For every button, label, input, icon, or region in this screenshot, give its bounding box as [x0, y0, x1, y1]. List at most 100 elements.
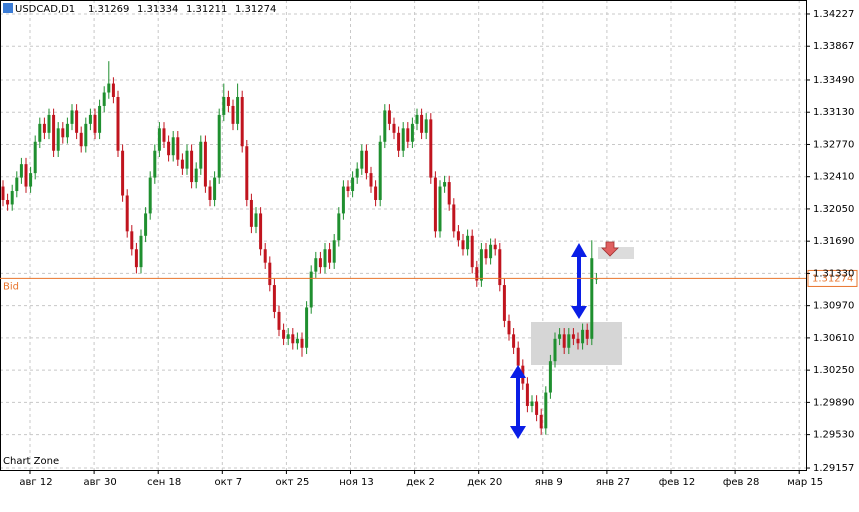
y-tick-label: 1.33490: [813, 75, 854, 86]
candle-body: [84, 123, 88, 147]
arrow-head: [510, 365, 526, 378]
candle-body: [507, 320, 511, 335]
candle-body: [240, 96, 244, 147]
y-tick-label: 1.33867: [813, 41, 854, 52]
candle-body: [406, 128, 410, 142]
x-tick-label: дек 2: [406, 477, 435, 488]
candle-body: [277, 311, 281, 330]
candle-body: [585, 329, 589, 339]
x-tick-label: фев 12: [659, 477, 696, 488]
candle-body: [295, 338, 299, 344]
y-tick-label: 1.30250: [813, 365, 854, 376]
candle-body: [318, 258, 322, 268]
candle-body: [263, 249, 267, 263]
candle-body: [190, 150, 194, 183]
candle-body: [553, 338, 557, 362]
candle-body: [355, 168, 359, 178]
candle-body: [291, 334, 295, 344]
candle-body: [590, 258, 594, 339]
x-tick-label: фев 28: [723, 477, 760, 488]
candle-body: [171, 137, 175, 156]
symbol: USDCAD,D1: [15, 4, 75, 15]
candle-body: [470, 235, 474, 268]
candle-body: [581, 329, 585, 344]
candle-body: [98, 105, 102, 133]
candle-body: [410, 123, 414, 142]
y-tick-label: 1.30610: [813, 333, 854, 344]
candle-body: [461, 240, 465, 250]
candle-body: [10, 191, 14, 205]
candle-body: [498, 249, 502, 286]
candle-body: [558, 334, 562, 339]
candle-body: [24, 164, 28, 187]
candle-body: [525, 383, 529, 406]
candle-body: [139, 235, 143, 268]
y-tick-label: 1.33130: [813, 107, 854, 118]
candle-body: [328, 249, 332, 263]
watermark: Chart Zone: [3, 456, 59, 467]
candle-body: [231, 105, 235, 124]
candle-body: [93, 114, 97, 133]
y-tick-label: 1.31690: [813, 236, 854, 247]
x-tick-label: окт 25: [275, 477, 309, 488]
candle-body: [180, 159, 184, 169]
candle-body: [489, 244, 493, 259]
candle-body: [162, 128, 166, 142]
candle-body: [88, 114, 92, 124]
candle-body: [452, 204, 456, 232]
candle-body: [130, 231, 134, 250]
y-tick-label: 1.32410: [813, 172, 854, 183]
candle-body: [314, 258, 318, 272]
x-tick-label: авг 30: [84, 477, 117, 488]
candle-body: [194, 168, 198, 183]
candle-body: [144, 213, 148, 236]
candle-body: [548, 361, 552, 393]
candle-body: [346, 186, 350, 192]
zone-box: [531, 322, 622, 365]
candle-body: [254, 213, 258, 227]
candle-body: [447, 182, 451, 205]
candle-body: [47, 114, 51, 133]
y-tick-label: 1.34227: [813, 9, 854, 20]
sell-arrow: [601, 241, 619, 257]
y-tick-label: 1.29157: [813, 463, 854, 474]
annotations: [510, 241, 619, 439]
candle-body: [300, 338, 304, 348]
candle-body: [125, 195, 129, 232]
x-tick-label: авг 12: [19, 477, 52, 488]
candle-body: [479, 249, 483, 281]
candle-body: [571, 334, 575, 339]
candle-body: [134, 249, 138, 268]
candle-body: [185, 150, 189, 169]
x-tick-label: дек 20: [467, 477, 502, 488]
candle-body: [79, 132, 83, 147]
candle-body: [369, 173, 373, 187]
candle-body: [341, 186, 345, 214]
candle-body: [401, 128, 405, 151]
candle-body: [70, 110, 74, 124]
arrow-head: [571, 306, 587, 319]
y-tick-label: 1.30970: [813, 301, 854, 312]
candle-body: [272, 285, 276, 312]
candle-body: [245, 146, 249, 200]
x-tick-label: сен 18: [147, 477, 181, 488]
candle-body: [456, 231, 460, 241]
symbol-icon: [3, 3, 13, 13]
candle-body: [61, 128, 65, 138]
candle-body: [424, 119, 428, 133]
candle-body: [213, 177, 217, 200]
candle-body: [562, 334, 566, 348]
arrow-head: [571, 243, 587, 257]
candle-body: [167, 141, 171, 156]
candle-body: [268, 262, 272, 286]
candle-body: [199, 141, 203, 169]
candle-body: [19, 164, 23, 178]
candle-body: [107, 83, 111, 93]
open-value: 1.31269: [88, 4, 129, 15]
candle-body: [433, 177, 437, 232]
y-tick-label: 1.31330: [813, 268, 854, 279]
candle-body: [157, 128, 161, 151]
candle-body: [286, 334, 290, 339]
candle-body: [337, 213, 341, 241]
candle-body: [530, 401, 534, 406]
